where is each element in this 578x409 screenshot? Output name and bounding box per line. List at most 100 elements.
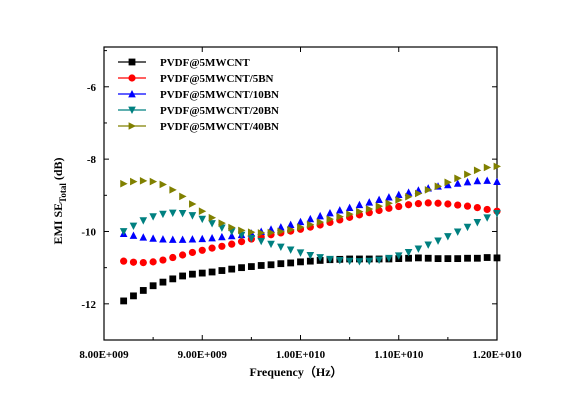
data-point: [130, 292, 137, 300]
data-point: [247, 234, 256, 243]
data-point: [434, 255, 442, 263]
data-point: [483, 176, 491, 184]
data-point: [198, 246, 206, 254]
data-point: [149, 234, 157, 242]
data-point: [473, 176, 482, 185]
data-point: [159, 278, 167, 286]
data-point: [385, 254, 393, 263]
x-tick-label: 1.00E+010: [276, 349, 326, 361]
data-point: [444, 233, 452, 241]
y-tick-label: -12: [81, 299, 96, 311]
data-point: [257, 229, 266, 237]
data-point: [345, 257, 354, 266]
data-point: [178, 209, 187, 218]
data-point: [493, 177, 501, 185]
data-point: [159, 256, 167, 264]
data-point: [208, 244, 216, 252]
data-point: [316, 254, 324, 262]
data-point: [277, 260, 285, 268]
y-tick-label: -8: [87, 154, 97, 166]
data-point: [424, 186, 433, 194]
data-point: [473, 254, 481, 262]
data-point: [238, 264, 245, 272]
data-point: [139, 217, 148, 225]
data-point: [424, 254, 432, 262]
data-point: [355, 200, 364, 209]
data-point: [444, 178, 452, 187]
legend-label: PVDF@5MWCNT/5BN: [160, 73, 274, 85]
data-point: [119, 228, 128, 236]
data-point: [453, 179, 462, 187]
series-1: [120, 254, 501, 305]
data-point: [424, 199, 432, 207]
data-point: [179, 272, 186, 280]
data-point: [237, 231, 246, 240]
y-tick-label: -6: [87, 82, 97, 94]
data-point: [493, 254, 501, 262]
data-point: [434, 199, 442, 207]
data-point: [286, 220, 295, 229]
data-point: [238, 226, 246, 235]
y-axis-title: EMI SETotal (dB): [51, 157, 68, 244]
data-point: [218, 242, 226, 250]
data-point: [297, 258, 304, 266]
data-point: [434, 182, 443, 191]
data-point: [454, 174, 462, 183]
data-point: [355, 258, 364, 266]
data-point: [208, 268, 216, 276]
data-point: [149, 258, 157, 266]
data-point: [306, 257, 314, 265]
data-point: [336, 206, 344, 214]
data-point: [336, 257, 344, 265]
data-point: [169, 253, 177, 262]
data-point: [188, 248, 197, 257]
axis-ticks: [103, 47, 498, 341]
data-point: [444, 180, 452, 189]
series-3: [119, 176, 501, 243]
data-point: [316, 211, 324, 220]
data-point: [395, 202, 403, 211]
data-point: [375, 195, 383, 204]
data-point: [267, 240, 275, 249]
data-point: [287, 225, 295, 234]
data-point: [365, 198, 374, 206]
data-point: [336, 212, 344, 221]
legend-marker: [128, 58, 136, 66]
data-point: [169, 186, 177, 194]
data-point: [227, 231, 236, 240]
data-point: [483, 214, 491, 222]
data-point: [267, 228, 276, 237]
data-point: [208, 233, 216, 242]
data-point: [277, 227, 285, 236]
data-point: [415, 254, 422, 262]
data-point: [139, 233, 148, 241]
data-point: [473, 204, 481, 212]
y-tick-label: -10: [81, 226, 96, 238]
data-point: [345, 203, 354, 212]
legend-item: PVDF@5MWCNT: [118, 57, 250, 69]
data-point: [218, 267, 226, 274]
x-tick-label: 8.00E+009: [79, 349, 129, 361]
x-tick-label: 9.00E+009: [178, 349, 228, 361]
data-point: [414, 245, 423, 253]
data-point: [493, 162, 501, 171]
data-point: [306, 220, 315, 229]
data-point: [130, 177, 138, 186]
legend-label: PVDF@5MWCNT: [160, 57, 250, 69]
data-point: [129, 231, 138, 239]
data-point: [287, 259, 295, 267]
data-point: [414, 200, 422, 208]
x-axis-title: Frequency（Hz）: [249, 364, 342, 379]
data-point: [247, 263, 255, 270]
data-point: [415, 189, 423, 198]
data-point: [306, 251, 315, 260]
data-point: [188, 212, 197, 220]
data-point: [168, 209, 177, 218]
data-point: [483, 163, 492, 172]
data-point: [189, 200, 197, 208]
data-point: [218, 224, 226, 232]
data-point: [139, 258, 147, 267]
data-point: [218, 219, 226, 227]
data-point: [178, 235, 187, 243]
data-point: [434, 237, 442, 245]
